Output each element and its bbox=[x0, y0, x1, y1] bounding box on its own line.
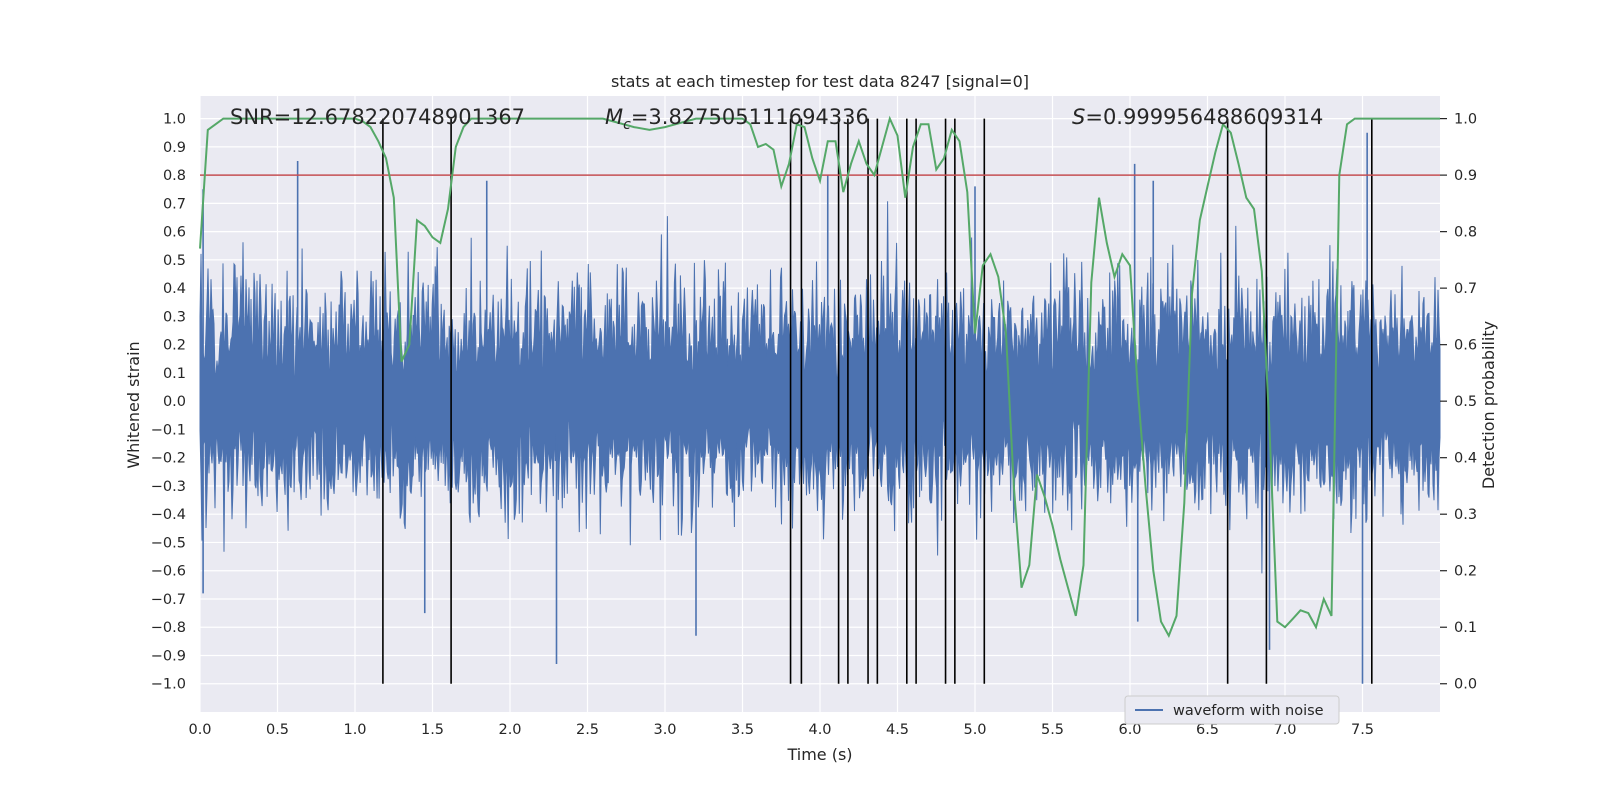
y-tick-label-left: 0.7 bbox=[163, 196, 186, 212]
s-annotation: S=0.999956488609314 bbox=[1072, 105, 1323, 129]
y-tick-label-left: −0.2 bbox=[151, 451, 186, 467]
x-axis-label: Time (s) bbox=[786, 745, 852, 764]
y-ticks-left: 1.0 0.9 0.8 0.7 0.6 0.5 0.4 0.3 0.2 0.1 0.0 −0.1 −0.… bbox=[151, 112, 186, 693]
y-tick-label-right: 0.0 bbox=[1454, 677, 1477, 693]
y-tick-label-right: 0.7 bbox=[1454, 281, 1477, 297]
y-tick-label-left: −0.1 bbox=[151, 422, 186, 438]
legend: waveform with noise bbox=[1125, 696, 1339, 724]
y-axis-label-left: Whitened strain bbox=[124, 341, 143, 468]
y-tick-label-left: −0.6 bbox=[151, 564, 186, 580]
y-tick-label-right: 0.5 bbox=[1454, 394, 1477, 410]
x-tick-label: 0.5 bbox=[266, 722, 289, 738]
y-tick-label-left: 0.6 bbox=[163, 225, 186, 241]
y-tick-label-left: −0.7 bbox=[151, 592, 186, 608]
y-tick-label-left: 0.3 bbox=[163, 309, 186, 325]
y-tick-label-left: −0.3 bbox=[151, 479, 186, 495]
y-tick-label-right: 0.8 bbox=[1454, 225, 1477, 241]
x-tick-label: 2.5 bbox=[576, 722, 599, 738]
y-tick-label-left: 1.0 bbox=[163, 112, 186, 128]
x-tick-label: 5.0 bbox=[963, 722, 986, 738]
x-tick-label: 2.0 bbox=[498, 722, 521, 738]
x-tick-label: 4.5 bbox=[886, 722, 909, 738]
chirp-mass-annotation: Mc=3.827505111694336 bbox=[605, 105, 869, 133]
x-tick-label: 1.5 bbox=[421, 722, 444, 738]
y-ticks-right: 1.0 0.9 0.8 0.7 0.6 0.5 0.4 0.3 0.2 0.1 0.0 bbox=[1440, 112, 1477, 693]
y-tick-label-left: 0.5 bbox=[163, 253, 186, 269]
y-tick-label-left: 0.4 bbox=[163, 281, 186, 297]
snr-annotation: SNR=12.678220748901367 bbox=[230, 105, 525, 129]
y-tick-label-right: 1.0 bbox=[1454, 112, 1477, 128]
y-tick-label-right: 0.1 bbox=[1454, 620, 1477, 636]
legend-label-waveform: waveform with noise bbox=[1173, 703, 1324, 719]
chirp-mass-value: =3.827505111694336 bbox=[631, 105, 869, 129]
y-tick-label-left: −0.9 bbox=[151, 648, 186, 664]
y-tick-label-left: 0.2 bbox=[163, 338, 186, 354]
y-tick-label-left: −0.8 bbox=[151, 620, 186, 636]
y-tick-label-right: 0.9 bbox=[1454, 168, 1477, 184]
x-tick-label: 1.0 bbox=[343, 722, 366, 738]
y-tick-label-right: 0.2 bbox=[1454, 564, 1477, 580]
y-tick-label-left: 0.8 bbox=[163, 168, 186, 184]
y-tick-label-left: −0.5 bbox=[151, 535, 186, 551]
s-symbol: S bbox=[1072, 105, 1085, 129]
x-tick-label: 3.0 bbox=[653, 722, 676, 738]
chart-title: stats at each timestep for test data 824… bbox=[611, 72, 1029, 91]
x-tick-label: 0.0 bbox=[188, 722, 211, 738]
y-tick-label-right: 0.6 bbox=[1454, 338, 1477, 354]
y-tick-label-right: 0.3 bbox=[1454, 507, 1477, 523]
y-tick-label-right: 0.4 bbox=[1454, 451, 1477, 467]
y-tick-label-left: −1.0 bbox=[151, 677, 186, 693]
chart: 0.0 0.5 1.0 1.5 2.0 2.5 3.0 3.5 4.0 4.5 5.0 5.5 6.0 6… bbox=[0, 0, 1600, 800]
x-tick-label: 5.5 bbox=[1041, 722, 1064, 738]
y-tick-label-left: 0.0 bbox=[163, 394, 186, 410]
y-tick-label-left: 0.1 bbox=[163, 366, 186, 382]
x-tick-label: 7.5 bbox=[1351, 722, 1374, 738]
y-tick-label-left: −0.4 bbox=[151, 507, 186, 523]
chirp-mass-symbol: M bbox=[605, 105, 623, 129]
x-tick-label: 4.0 bbox=[808, 722, 831, 738]
s-value: =0.999956488609314 bbox=[1085, 105, 1323, 129]
x-tick-label: 3.5 bbox=[731, 722, 754, 738]
y-tick-label-left: 0.9 bbox=[163, 140, 186, 156]
y-axis-label-right: Detection probability bbox=[1479, 321, 1498, 489]
